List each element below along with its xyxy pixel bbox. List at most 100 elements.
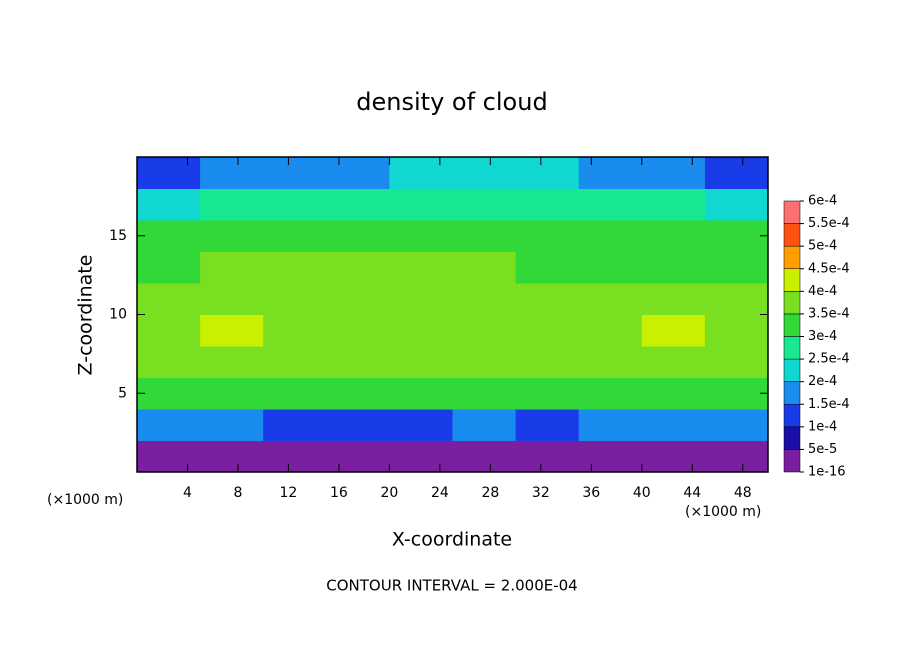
colorbar-swatch — [783, 449, 801, 473]
heatmap-cell — [326, 220, 390, 252]
heatmap-cell — [326, 409, 390, 441]
heatmap-cell — [326, 283, 390, 315]
heatmap-cell — [389, 409, 453, 441]
heatmap-cell — [704, 251, 769, 284]
heatmap-cell — [515, 251, 580, 284]
heatmap-cell — [704, 283, 769, 315]
x-tick-label: 4 — [183, 485, 192, 501]
heatmap-cell — [137, 409, 201, 441]
heatmap-cell — [389, 157, 453, 189]
heatmap-cell — [641, 409, 706, 441]
heatmap-cell — [200, 188, 264, 221]
colorbar-label: 3e-4 — [808, 329, 837, 344]
colorbar-swatch — [783, 358, 801, 382]
heatmap-cell — [515, 409, 580, 441]
colorbar-label: 5.5e-4 — [808, 216, 850, 231]
heatmap — [137, 157, 769, 473]
heatmap-cell — [515, 220, 580, 252]
footer-note: CONTOUR INTERVAL = 2.000E-04 — [326, 577, 577, 595]
heatmap-cell — [263, 251, 327, 284]
colorbar-swatch — [783, 313, 801, 337]
heatmap-cell — [578, 283, 643, 315]
y-tick-label: 5 — [118, 385, 127, 401]
colorbar-label: 1e-16 — [808, 465, 846, 480]
heatmap-cell — [389, 440, 453, 473]
heatmap-cell — [200, 409, 264, 441]
heatmap-cell — [641, 220, 706, 252]
heatmap-cell — [641, 346, 706, 378]
heatmap-cell — [137, 188, 201, 221]
y-tick-label: 15 — [109, 228, 127, 244]
heatmap-cell — [326, 440, 390, 473]
heatmap-cell — [263, 377, 327, 410]
heatmap-cell — [641, 377, 706, 410]
x-axis-label: X-coordinate — [392, 529, 512, 551]
heatmap-cell — [704, 314, 769, 347]
heatmap-cell — [263, 188, 327, 221]
heatmap-cell — [452, 314, 517, 347]
heatmap-cell — [389, 346, 453, 378]
heatmap-cell — [137, 157, 201, 189]
heatmap-cell — [452, 283, 517, 315]
heatmap-cell — [641, 188, 706, 221]
colorbar-swatch — [783, 426, 801, 450]
chart-title: density of cloud — [356, 88, 547, 116]
colorbar-label: 5e-4 — [808, 239, 837, 254]
x-tick-label: 24 — [431, 485, 449, 501]
x-tick-label: 12 — [280, 485, 298, 501]
colorbar-swatch — [783, 336, 801, 360]
heatmap-cell — [137, 377, 201, 410]
x-tick-label: 44 — [683, 485, 701, 501]
heatmap-cell — [452, 440, 517, 473]
colorbar-swatch — [783, 381, 801, 405]
heatmap-cell — [578, 314, 643, 347]
heatmap-cell — [578, 220, 643, 252]
heatmap-cell — [389, 283, 453, 315]
heatmap-cell — [515, 283, 580, 315]
heatmap-cell — [578, 440, 643, 473]
y-tick-label: 10 — [109, 307, 127, 323]
heatmap-cell — [137, 346, 201, 378]
heatmap-cell — [452, 409, 517, 441]
heatmap-cell — [515, 377, 580, 410]
heatmap-cell — [326, 346, 390, 378]
x-tick-label: 48 — [734, 485, 752, 501]
heatmap-cell — [452, 157, 517, 189]
heatmap-cell — [389, 188, 453, 221]
colorbar-label: 3.5e-4 — [808, 306, 850, 321]
heatmap-cell — [326, 188, 390, 221]
heatmap-cell — [200, 377, 264, 410]
heatmap-cell — [515, 346, 580, 378]
x-unit-label: (×1000 m) — [685, 504, 761, 520]
heatmap-cell — [263, 283, 327, 315]
heatmap-cell — [452, 377, 517, 410]
axes: 4 8 12 16 20 24 28 32 36 40 44 48510151e-165e-51e-4… — [109, 156, 850, 501]
heatmap-cell — [137, 283, 201, 315]
x-tick-label: 28 — [481, 485, 499, 501]
heatmap-cell — [641, 314, 706, 347]
heatmap-cell — [389, 377, 453, 410]
heatmap-cell — [515, 314, 580, 347]
heatmap-cell — [515, 440, 580, 473]
colorbar-label: 4.5e-4 — [808, 261, 850, 276]
heatmap-cell — [578, 251, 643, 284]
heatmap-cell — [326, 157, 390, 189]
heatmap-cell — [200, 346, 264, 378]
heatmap-cell — [704, 157, 769, 189]
heatmap-cell — [704, 409, 769, 441]
colorbar-swatch — [783, 268, 801, 292]
heatmap-cell — [200, 283, 264, 315]
colorbar-label: 2.5e-4 — [808, 352, 850, 367]
heatmap-cell — [326, 251, 390, 284]
x-tick-label: 16 — [330, 485, 348, 501]
colorbar-swatch — [783, 223, 801, 247]
heatmap-cell — [704, 188, 769, 221]
heatmap-cell — [200, 440, 264, 473]
x-tick-label: 8 — [233, 485, 242, 501]
colorbar-swatch — [783, 245, 801, 270]
x-tick-label: 20 — [380, 485, 398, 501]
heatmap-cell — [200, 251, 264, 284]
heatmap-cell — [326, 377, 390, 410]
heatmap-cell — [452, 251, 517, 284]
